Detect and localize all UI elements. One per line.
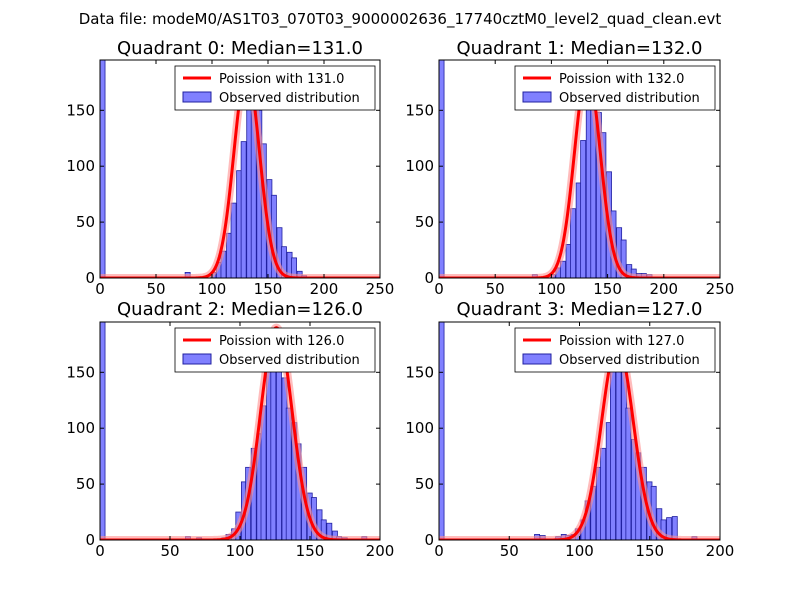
y-tick-label: 150 [66,101,95,119]
histogram-bar [580,140,587,278]
legend-observed-swatch [522,353,552,365]
histogram-bar [100,60,106,278]
x-tick-label: 200 [310,280,339,298]
histogram-bar [275,366,282,540]
legend-box [174,65,376,111]
quadrant-1-legend: Poission with 132.0 Observed distribution [514,65,716,111]
quadrant-0-panel: Quadrant 0: Median=131.0 0 50 100 150 200 250… [66,38,394,298]
legend-observed-swatch [182,353,212,365]
histogram-bar [230,202,237,278]
histogram-bar [660,519,667,540]
legend-observed-label: Observed distribution [219,91,360,106]
legend-poisson-label: Poission with 132.0 [559,72,684,87]
histogram-bar [620,239,627,278]
y-tick-label: 100 [405,419,434,437]
y-tick-label: 0 [85,269,95,287]
histogram-bar [326,522,333,540]
y-tick-label: 100 [66,157,95,175]
x-tick-label: 50 [486,280,505,298]
y-tick-label: 50 [76,475,95,493]
x-tick-label: 50 [146,280,165,298]
x-tick-label: 100 [537,280,566,298]
x-tick-label: 200 [706,542,735,560]
legend-poisson-label: Poission with 131.0 [219,72,344,87]
histogram-bar [439,60,445,278]
quadrant-0-title: Quadrant 0: Median=131.0 [117,38,363,59]
legend-box [174,327,376,373]
x-tick-label: 0 [95,542,105,560]
quadrant-2-legend: Poission with 126.0 Observed distribution [174,327,376,373]
y-tick-label: 150 [405,363,434,381]
x-tick-label: 150 [254,280,283,298]
histogram-bar [610,362,616,540]
legend-observed-label: Observed distribution [559,91,700,106]
y-tick-label: 50 [76,213,95,231]
quadrant-3-panel: Quadrant 3: Median=127.0 0 50 100 150 200 0 50… [405,299,734,560]
y-tick-label: 0 [85,531,95,549]
poisson-curve-glow [439,340,720,540]
x-tick-label: 150 [296,542,325,560]
y-tick-label: 100 [405,157,434,175]
quadrant-1-panel: Quadrant 1: Median=132.0 0 50 100 150 200 250… [405,38,734,298]
x-tick-label: 0 [95,280,105,298]
legend-observed-swatch [182,91,212,103]
histogram-bar [615,360,622,540]
histogram-bar [570,208,576,278]
y-tick-label: 0 [424,269,434,287]
x-tick-label: 150 [635,542,664,560]
y-tick-label: 0 [424,531,434,549]
x-tick-label: 100 [226,542,255,560]
y-tick-label: 150 [405,101,434,119]
y-tick-label: 50 [415,475,434,493]
quadrant-3-title: Quadrant 3: Median=127.0 [457,299,703,320]
y-tick-label: 50 [415,213,434,231]
quadrant-2-panel: Quadrant 2: Median=126.0 0 50 100 150 200 0 50… [66,299,394,560]
x-tick-label: 50 [160,542,179,560]
x-tick-label: 250 [366,280,395,298]
x-tick-label: 150 [593,280,622,298]
histogram-bar [240,141,247,278]
histogram-bar [320,519,327,540]
y-tick-label: 100 [66,419,95,437]
legend-box [514,327,716,373]
poisson-curve [439,342,720,540]
histogram-bar [600,447,607,540]
quadrant-3-legend: Poission with 127.0 Observed distribution [514,327,716,373]
histogram-bar [270,358,277,540]
quadrant-0-axes-frame [99,59,381,279]
quadrant-0-legend: Poission with 131.0 Observed distribution [174,65,376,111]
quadrant-1-axes-frame [438,59,721,279]
y-tick-label: 150 [66,363,95,381]
histogram-bar [291,257,297,278]
x-tick-label: 0 [434,280,444,298]
histogram-bar [559,260,566,278]
histogram-bar [100,322,106,540]
x-tick-label: 200 [366,542,395,560]
x-tick-label: 0 [434,542,444,560]
x-tick-label: 50 [500,542,519,560]
x-tick-label: 100 [565,542,594,560]
quadrant-2-plot-area [100,322,380,540]
legend-observed-label: Observed distribution [559,353,700,368]
histogram-bar [666,517,673,540]
legend-poisson-label: Poission with 127.0 [559,334,684,349]
histogram-bar [439,322,445,540]
x-tick-label: 250 [706,280,735,298]
x-tick-label: 100 [198,280,227,298]
figure-title: Data file: modeM0/AS1T03_070T03_90000026… [79,10,722,29]
x-tick-label: 200 [649,280,678,298]
legend-poisson-label: Poission with 126.0 [219,334,344,349]
quadrant-2-title: Quadrant 2: Median=126.0 [117,299,363,320]
legend-observed-swatch [522,91,552,103]
legend-box [514,65,716,111]
legend-observed-label: Observed distribution [219,353,360,368]
quadrant-1-title: Quadrant 1: Median=132.0 [457,38,703,59]
